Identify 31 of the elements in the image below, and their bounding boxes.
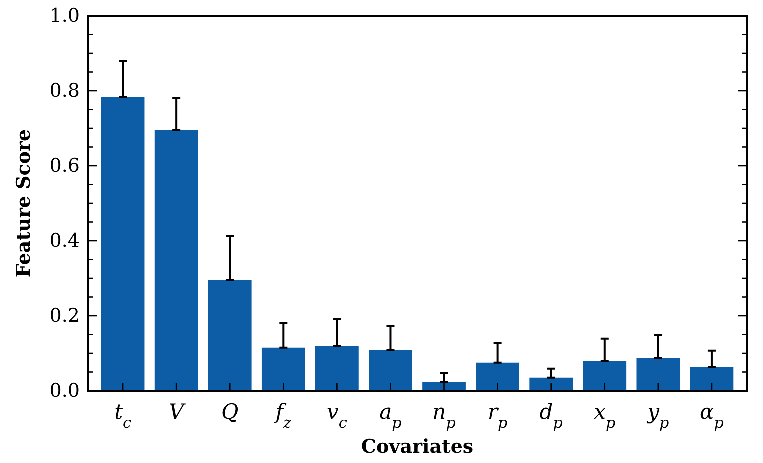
y-tick-label: 0.0 xyxy=(50,380,80,402)
bar xyxy=(636,358,680,391)
bar xyxy=(690,367,734,391)
x-tick-label: x$_{p}$ xyxy=(594,400,616,432)
bar xyxy=(369,350,412,391)
y-tick-label: 0.4 xyxy=(50,230,80,252)
x-tick-label: f$_{z}$ xyxy=(274,400,293,432)
bar xyxy=(101,97,145,391)
x-tick-label: V xyxy=(168,400,186,424)
x-tick-label: r$_{p}$ xyxy=(488,400,508,432)
y-tick-label: 1.0 xyxy=(50,5,80,28)
x-tick-label: d$_{p}$ xyxy=(540,400,564,432)
y-tick-label: 0.8 xyxy=(50,80,80,102)
bar xyxy=(208,280,252,391)
x-tick-label: v$_{c}$ xyxy=(327,400,348,432)
bar xyxy=(530,378,574,391)
y-tick-label: 0.2 xyxy=(50,305,80,328)
y-axis-title: Feature Score xyxy=(13,129,35,278)
x-tick-label: α$_{p}$ xyxy=(700,400,724,432)
x-tick-label: n$_{p}$ xyxy=(432,400,456,432)
x-tick-label: Q xyxy=(222,400,239,424)
bar xyxy=(476,362,520,391)
bar xyxy=(583,361,627,391)
bar xyxy=(154,130,198,391)
bar xyxy=(316,346,359,391)
y-tick-label: 0.6 xyxy=(50,155,80,178)
x-tick-label: y$_{p}$ xyxy=(646,400,670,432)
x-tick-label: t$_{c}$ xyxy=(114,400,132,432)
x-axis-title: Covariates xyxy=(361,436,474,458)
x-tick-label: a$_{p}$ xyxy=(380,400,402,432)
bar xyxy=(262,348,306,391)
